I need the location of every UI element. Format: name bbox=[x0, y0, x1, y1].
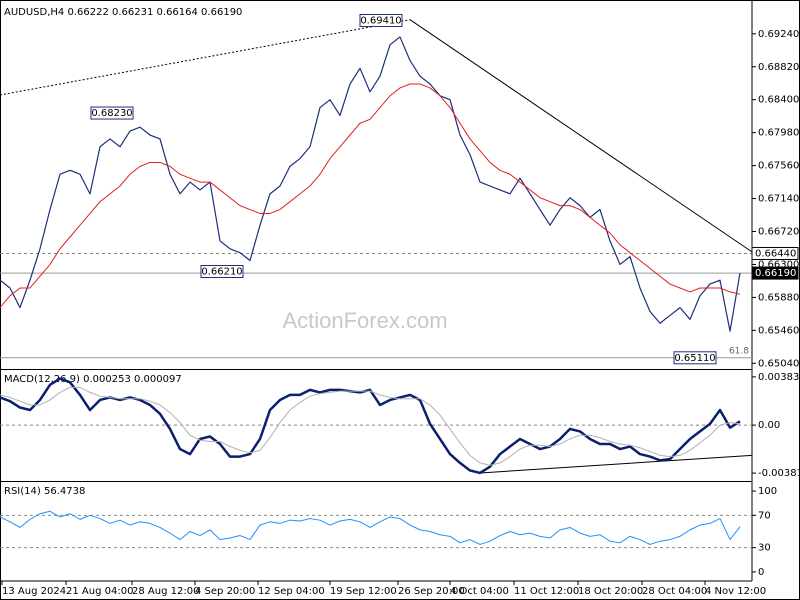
x-tick-label: 19 Sep 12:00 bbox=[330, 586, 397, 597]
y-tick-label: 0.65040 bbox=[758, 358, 799, 369]
price-box bbox=[751, 246, 799, 260]
y-tick-label: 0.67980 bbox=[758, 128, 799, 139]
y-tick-label: -0.003811 bbox=[758, 468, 800, 479]
panel-title: MACD(12,26,9) 0.000253 0.000097 bbox=[4, 374, 182, 385]
trend-line bbox=[0, 19, 411, 96]
x-tick-label: 11 Oct 12:00 bbox=[514, 586, 579, 597]
y-tick-label: 0.66300 bbox=[758, 259, 799, 270]
series-line bbox=[0, 386, 741, 466]
y-tick-label: 70 bbox=[758, 510, 771, 521]
y-tick-label: 0.003834 bbox=[758, 372, 800, 383]
y-tick-label: 0.68400 bbox=[758, 95, 799, 106]
x-tick-label: 4 Nov 12:00 bbox=[705, 586, 766, 597]
trend-line bbox=[479, 454, 753, 474]
annotation-label: 0.66210 bbox=[201, 267, 242, 278]
y-tick-label: 0.65460 bbox=[758, 325, 799, 336]
series-line bbox=[0, 83, 741, 308]
panel-title: RSI(14) 56.4738 bbox=[4, 486, 85, 497]
annotation-box bbox=[90, 106, 134, 120]
x-tick-label: 12 Sep 04:00 bbox=[258, 586, 325, 597]
panel-title: AUDUSD,H4 0.66222 0.66231 0.66164 0.6619… bbox=[4, 7, 242, 18]
y-tick-label: 0.69240 bbox=[758, 29, 799, 40]
y-tick-label: 0.67140 bbox=[758, 194, 799, 205]
y-tick-label: 0 bbox=[758, 567, 764, 578]
y-tick-label: 0.00 bbox=[758, 420, 780, 431]
y-tick-label: 100 bbox=[758, 486, 777, 497]
x-tick-label: 28 Oct 04:00 bbox=[642, 586, 707, 597]
x-tick-label: 26 Sep 20:00 bbox=[398, 586, 465, 597]
y-tick-label: 0.68820 bbox=[758, 62, 799, 73]
price-box-label: 0.66190 bbox=[755, 268, 796, 279]
fib-label: 61.8 bbox=[729, 346, 749, 356]
y-tick-label: 0.65880 bbox=[758, 292, 799, 303]
series-line bbox=[0, 510, 741, 545]
price-box-label: 0.66440 bbox=[755, 248, 796, 259]
annotation-box bbox=[359, 13, 403, 27]
y-tick-label: 0.66720 bbox=[758, 227, 799, 238]
price-box bbox=[751, 266, 799, 280]
y-tick-label: 30 bbox=[758, 543, 771, 554]
x-tick-label: 13 Aug 2024 bbox=[2, 586, 66, 597]
series-line bbox=[0, 36, 741, 332]
x-tick-label: 28 Aug 12:00 bbox=[132, 586, 199, 597]
x-tick-label: 21 Aug 04:00 bbox=[66, 586, 133, 597]
annotation-label: 0.65110 bbox=[674, 353, 715, 364]
y-tick-label: 0.67560 bbox=[758, 161, 799, 172]
x-tick-label: 18 Oct 20:00 bbox=[578, 586, 643, 597]
annotation-box bbox=[673, 351, 717, 365]
annotation-box bbox=[200, 265, 244, 279]
x-tick-label: 4 Oct 04:00 bbox=[450, 586, 509, 597]
trend-line bbox=[409, 19, 753, 253]
annotation-label: 0.69410 bbox=[360, 15, 401, 26]
watermark: ActionForex.com bbox=[282, 308, 447, 333]
annotation-label: 0.68230 bbox=[91, 108, 132, 119]
x-tick-label: 4 Sep 20:00 bbox=[195, 586, 255, 597]
